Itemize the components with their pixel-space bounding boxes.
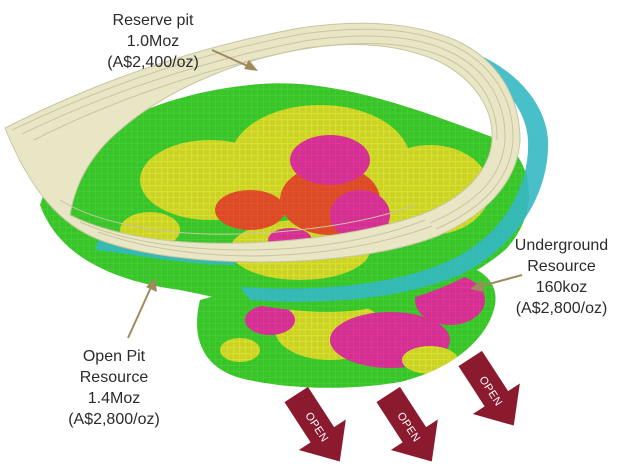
- leader-line-underground: [470, 274, 523, 292]
- label-open-pit-resource: Open Pit Resource 1.4Moz (A$2,800/oz): [52, 346, 176, 430]
- reserve-pit-ounces: 1.0Moz: [126, 33, 180, 50]
- underground-price: (A$2,800/oz): [515, 300, 608, 317]
- leader-line-reserve: [211, 49, 258, 71]
- reserve-pit-title: Reserve pit: [112, 12, 194, 29]
- label-reserve-pit: Reserve pit 1.0Moz (A$2,400/oz): [90, 10, 216, 73]
- underground-ounces: 160koz: [535, 279, 588, 296]
- open-arrow-1: OPEN: [284, 386, 346, 462]
- open-pit-title: Open Pit: [82, 348, 146, 365]
- underground-subtitle: Resource: [527, 258, 596, 275]
- reserve-pit-shell: [4, 22, 521, 263]
- open-pit-orebody: [40, 83, 529, 312]
- open-arrow-2: OPEN: [376, 386, 438, 462]
- leader-line-open-pit: [127, 278, 157, 339]
- open-arrow-3: OPEN: [458, 350, 520, 426]
- open-pit-ounces: 1.4Moz: [87, 390, 141, 407]
- reserve-pit-price: (A$2,400/oz): [107, 54, 199, 71]
- underground-title: Underground: [514, 237, 609, 254]
- open-pit-subtitle: Resource: [79, 369, 149, 386]
- label-underground-resource: Underground Resource 160koz (A$2,800/oz): [494, 235, 629, 319]
- open-pit-price: (A$2,800/oz): [68, 411, 160, 428]
